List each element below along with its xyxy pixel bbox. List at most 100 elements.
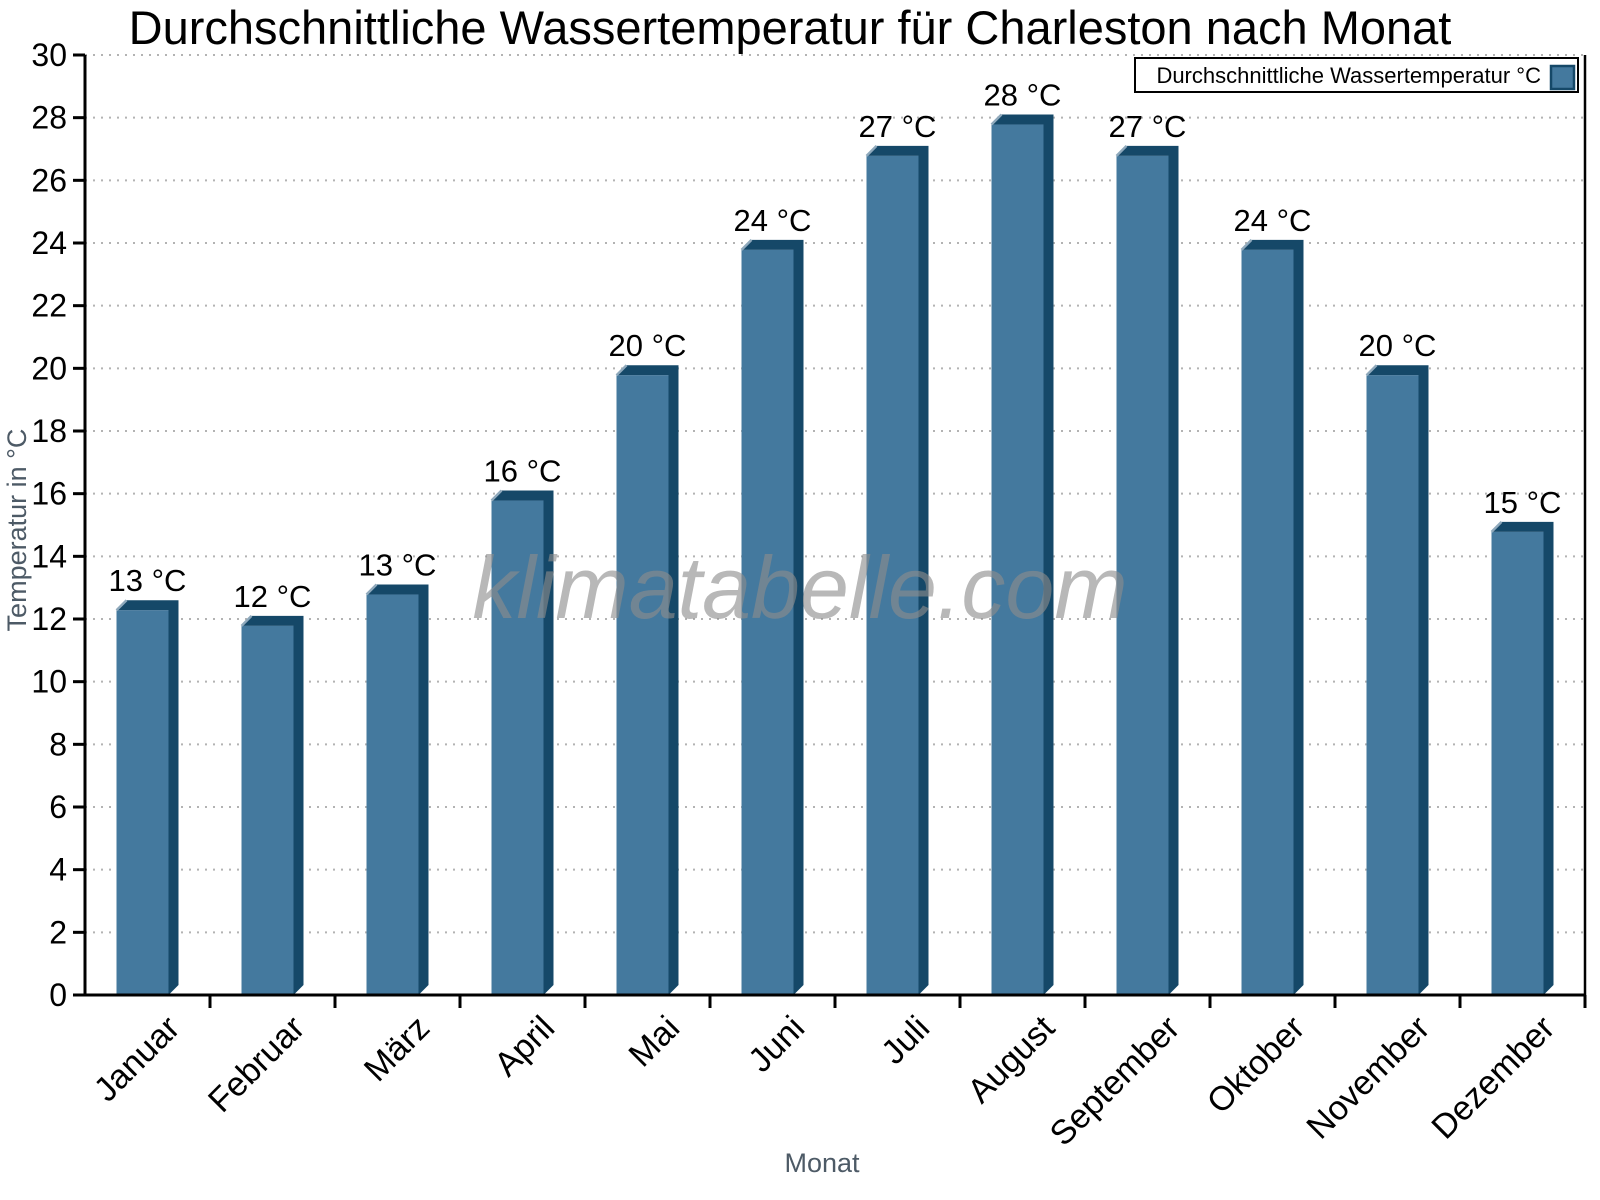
bar-side-face <box>491 490 554 995</box>
bar-front-face <box>1241 249 1294 995</box>
bar-bevel-highlight <box>1490 520 1503 533</box>
legend-box <box>1134 57 1579 93</box>
month-label-april: April <box>487 1009 562 1084</box>
y-tick-label: 8 <box>49 726 67 762</box>
gridlines <box>85 54 1585 934</box>
bar-juni <box>740 238 804 995</box>
value-label-april: 16 °C <box>484 454 562 489</box>
legend-label: Durchschnittliche Wassertemperatur °C <box>1156 63 1541 88</box>
y-tick-label: 12 <box>31 601 67 637</box>
bars <box>115 113 1554 996</box>
month-label-dezember: Dezember <box>1424 1009 1562 1147</box>
y-tick-label: 26 <box>31 162 67 198</box>
value-label-februar: 12 °C <box>234 579 312 614</box>
bar-bevel-highlight <box>1115 144 1128 157</box>
month-label-mai: Mai <box>622 1009 688 1075</box>
bar-oktober <box>1240 238 1304 995</box>
y-tick-label: 0 <box>49 977 67 1013</box>
value-label-september: 27 °C <box>1109 109 1187 144</box>
y-tick-label: 2 <box>49 914 67 950</box>
bar-bevel-highlight <box>490 489 503 502</box>
bar-februar <box>240 614 304 995</box>
bar-januar <box>115 599 179 995</box>
y-tick-label: 30 <box>31 37 67 73</box>
bar-side-face <box>366 584 429 995</box>
y-tick-label: 20 <box>31 350 67 386</box>
bar-side-face <box>741 239 804 995</box>
month-label-september: September <box>1043 1009 1187 1153</box>
value-label-oktober: 24 °C <box>1234 203 1312 238</box>
bar-side-face <box>991 114 1054 996</box>
bar-bevel-highlight <box>990 113 1003 126</box>
bar-bevel-highlight <box>1365 364 1378 377</box>
bar-bevel-highlight <box>365 583 378 596</box>
month-label-februar: Februar <box>201 1009 312 1120</box>
value-label-juni: 24 °C <box>734 203 812 238</box>
bar-september <box>1115 144 1179 995</box>
bar-front-face <box>616 375 669 995</box>
value-label-januar: 13 °C <box>109 563 187 598</box>
value-label-märz: 13 °C <box>359 548 437 583</box>
bar-front-face <box>1366 375 1419 995</box>
y-tick-label: 14 <box>31 538 67 574</box>
bar-august <box>990 113 1054 996</box>
y-tick-label: 22 <box>31 288 67 324</box>
value-labels: 13 °C 12 °C 13 °C 16 °C 20 °C 24 °C 27 °C 28 °C… <box>109 78 1562 614</box>
month-labels: Januar Februar März April Mai Juni Juli AugustS… <box>87 1008 1562 1153</box>
bar-front-face <box>1116 155 1169 995</box>
y-tick-label: 28 <box>31 100 67 136</box>
watermark: klimatabelle.com <box>472 538 1127 637</box>
bar-front-face <box>366 594 419 995</box>
bar-dezember <box>1490 520 1554 995</box>
bar-side-face <box>1491 521 1554 995</box>
y-tick-label: 4 <box>49 852 67 888</box>
bar-side-face <box>116 600 179 995</box>
value-label-august: 28 °C <box>984 78 1062 113</box>
month-label-oktober: Oktober <box>1200 1009 1312 1121</box>
bar-märz <box>365 583 429 995</box>
bar-front-face <box>991 124 1044 996</box>
month-label-juni: Juni <box>741 1009 812 1080</box>
bar-bevel-highlight <box>740 238 753 251</box>
y-tick-label: 16 <box>31 476 67 512</box>
bar-side-face <box>866 145 929 995</box>
value-label-dezember: 15 °C <box>1484 485 1562 520</box>
bar-side-face <box>241 615 304 995</box>
bar-bevel-highlight <box>865 144 878 157</box>
x-axis-title: Monat <box>784 1148 860 1178</box>
value-label-juli: 27 °C <box>859 109 937 144</box>
bar-bevel-highlight <box>615 364 628 377</box>
bar-front-face <box>491 500 544 995</box>
x-ticks <box>208 995 1587 1008</box>
y-tick-label: 24 <box>31 225 67 261</box>
month-label-märz: März <box>357 1009 437 1089</box>
month-label-august: August <box>960 1008 1062 1110</box>
bar-side-face <box>616 365 679 995</box>
bar-november <box>1365 364 1429 995</box>
bar-bevel-highlight <box>1240 238 1253 251</box>
legend-swatch <box>1549 64 1576 91</box>
value-label-november: 20 °C <box>1359 328 1437 363</box>
bar-front-face <box>116 610 169 995</box>
bar-side-face <box>1366 365 1429 995</box>
bar-front-face <box>866 155 919 995</box>
legend: Durchschnittliche Wassertemperatur °C <box>1134 57 1579 93</box>
month-label-januar: Januar <box>87 1009 187 1109</box>
bar-side-face <box>1116 145 1179 995</box>
bar-front-face <box>1491 531 1544 995</box>
month-label-juli: Juli <box>874 1009 937 1072</box>
bar-side-face <box>1241 239 1304 995</box>
chart-title: Durchschnittliche Wassertemperatur für C… <box>129 1 1452 54</box>
y-tick-label: 18 <box>31 413 67 449</box>
bar-juli <box>865 144 929 995</box>
y-tick-label: 10 <box>31 664 67 700</box>
bar-april <box>490 489 554 995</box>
bar-front-face <box>241 625 294 995</box>
y-axis-title: Temperatur in °C <box>2 429 32 632</box>
month-label-november: November <box>1299 1009 1437 1147</box>
y-tick-label: 6 <box>49 789 67 825</box>
bar-bevel-highlight <box>115 599 128 612</box>
